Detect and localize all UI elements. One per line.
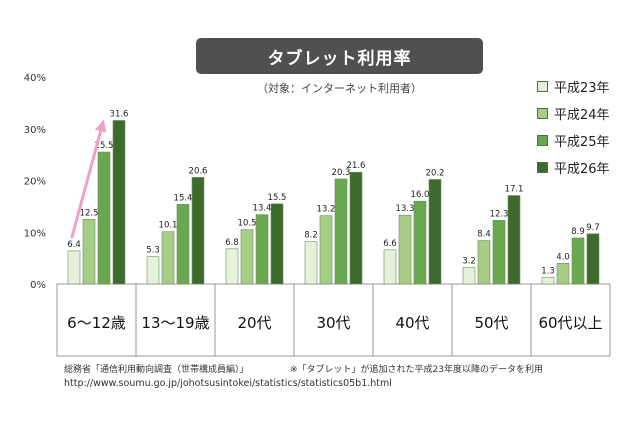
- bar: [477, 240, 491, 285]
- data-label: 15.5: [268, 193, 287, 203]
- data-label: 13.2: [317, 205, 336, 215]
- data-label: 1.3: [541, 266, 555, 276]
- data-label: 4.0: [556, 252, 570, 262]
- chart-subtitle: （対象：インターネット利用者）: [257, 82, 422, 95]
- bar: [556, 262, 570, 285]
- bar: [270, 203, 284, 285]
- data-label: 8.2: [304, 231, 318, 241]
- legend-item: 平成25年: [537, 127, 610, 154]
- legend-label: 平成24年: [554, 108, 610, 123]
- data-label: 17.1: [505, 185, 524, 195]
- bar: [492, 220, 506, 285]
- data-label: 12.3: [490, 209, 509, 219]
- y-tick-label: 30%: [24, 125, 46, 136]
- trend-arrow: [70, 120, 105, 239]
- source-text: 総務省「通信利用動向調査（世帯構成員編）」: [64, 365, 249, 375]
- data-label: 9.7: [586, 223, 600, 233]
- bar: [319, 215, 333, 285]
- category-label: 20代: [237, 314, 271, 332]
- data-label: 6.8: [225, 238, 239, 248]
- data-label: 5.3: [146, 246, 160, 256]
- bar: [334, 178, 348, 285]
- category-label: 6～12歳: [67, 314, 126, 332]
- source-url[interactable]: http://www.soumu.go.jp/johotsusintokei/s…: [64, 378, 392, 389]
- bar: [82, 219, 96, 285]
- category-label: 50代: [474, 314, 508, 332]
- bar: [304, 241, 318, 285]
- bar: [255, 214, 269, 285]
- legend: 平成23年平成24年平成25年平成26年: [537, 73, 610, 181]
- bar: [225, 248, 239, 285]
- data-label: 20.2: [426, 168, 445, 178]
- bar: [97, 151, 111, 285]
- legend-swatch: [537, 162, 548, 173]
- bar: [161, 231, 175, 285]
- bar: [383, 249, 397, 285]
- y-tick-label: 20%: [24, 177, 46, 188]
- bar: [428, 179, 442, 285]
- data-label: 10.1: [159, 221, 178, 231]
- data-label: 13.4: [253, 204, 272, 214]
- data-label: 31.6: [110, 109, 129, 119]
- legend-label: 平成26年: [554, 162, 610, 177]
- bar: [67, 250, 81, 285]
- note-text: ※「タブレット」が追加された平成23年度以降のデータを利用: [290, 365, 543, 375]
- bar: [112, 120, 126, 285]
- bar: [240, 229, 254, 285]
- bar: [541, 276, 555, 285]
- legend-label: 平成25年: [554, 135, 610, 150]
- data-label: 15.4: [174, 193, 193, 203]
- data-label: 20.3: [332, 168, 351, 178]
- data-label: 21.6: [347, 161, 366, 171]
- data-label: 12.5: [80, 208, 99, 218]
- bar: [349, 171, 363, 285]
- data-label: 8.4: [477, 230, 491, 240]
- data-label: 20.6: [189, 166, 208, 176]
- bar: [191, 177, 205, 285]
- data-label: 3.2: [462, 256, 476, 266]
- y-tick-label: 0%: [30, 280, 46, 291]
- bar: [146, 256, 160, 285]
- bar: [176, 204, 190, 285]
- data-label: 13.3: [396, 204, 415, 214]
- legend-swatch: [537, 81, 548, 92]
- y-tick-label: 10%: [24, 228, 46, 239]
- category-label: 60代以上: [538, 314, 602, 332]
- data-label: 6.4: [67, 240, 81, 250]
- data-label: 16.0: [411, 190, 430, 200]
- category-label: 13～19歳: [141, 314, 209, 332]
- bar: [413, 200, 427, 285]
- chart-title: タブレット利用率: [196, 38, 483, 74]
- legend-swatch: [537, 108, 548, 119]
- data-label: 10.5: [238, 219, 257, 229]
- legend-label: 平成23年: [554, 81, 610, 96]
- bar: [586, 233, 600, 285]
- bar: [398, 214, 412, 285]
- bar: [571, 237, 585, 285]
- legend-item: 平成26年: [537, 154, 610, 181]
- category-label: 40代: [395, 314, 429, 332]
- bar: [507, 195, 521, 285]
- data-label: 25.5: [95, 141, 114, 151]
- trend-arrow-head: [94, 119, 107, 133]
- legend-item: 平成23年: [537, 73, 610, 100]
- y-tick-label: 40%: [24, 73, 46, 84]
- bar: [462, 267, 476, 285]
- data-label: 8.9: [571, 227, 585, 237]
- legend-swatch: [537, 135, 548, 146]
- legend-item: 平成24年: [537, 100, 610, 127]
- data-label: 6.6: [383, 239, 397, 249]
- category-label: 30代: [316, 314, 350, 332]
